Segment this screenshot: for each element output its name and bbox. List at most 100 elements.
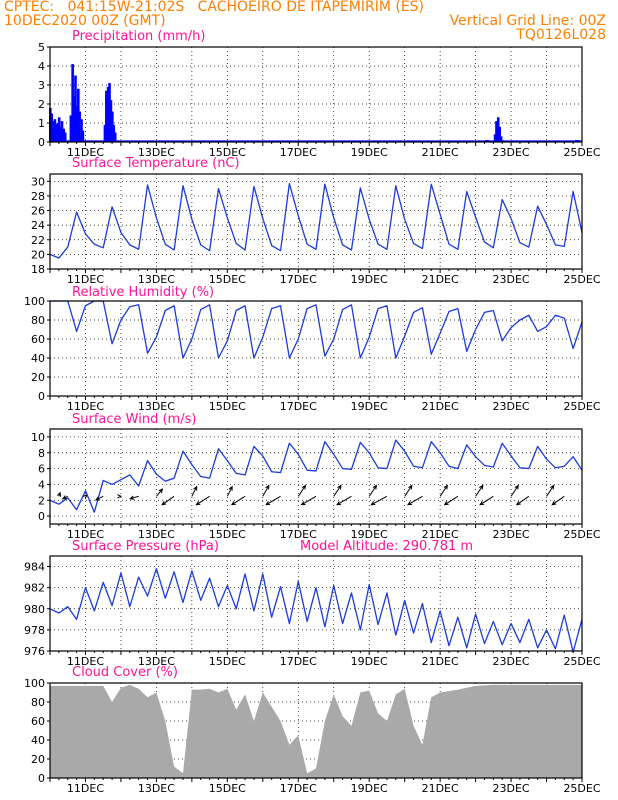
wind-vector-head [195,501,201,506]
precip-ytick-label: 5 [38,41,45,54]
cloud-title: Cloud Cover (%) [72,665,178,680]
wind-xtick-label: 11DEC [67,528,104,541]
pres-ytick-label: 984 [24,561,45,574]
wind-vector-head [158,488,164,494]
temp-ytick-label: 22 [31,234,45,247]
pres-frame [49,555,583,652]
wind-xtick-label: 19DEC [351,528,388,541]
precip-bar [78,111,82,142]
temp-xtick-label: 11DEC [67,273,104,286]
cloud-xtick-label: 15DEC [209,782,246,795]
wind-vector-head [515,500,521,506]
precip-xtick-label: 25DEC [563,146,600,159]
wind-vector [516,495,530,506]
cloud-xtick-label: 23DEC [493,782,530,795]
wind-vector [404,485,413,497]
precip-ytick-label: 2 [38,98,45,111]
precip-title: Precipitation (mm/h) [72,29,206,44]
precip-bar [57,117,61,142]
precip-bar [495,121,498,142]
precip-bar [50,113,54,142]
precip-xtick-label: 21DEC [422,146,459,159]
precip-bar [69,115,73,142]
wind-xtick-label: 21DEC [422,528,459,541]
wind-vector-head [300,501,306,506]
wind-vector [161,495,175,506]
wind-vector [551,495,565,506]
pres-ytick-label: 978 [24,624,45,637]
wind-vector-head [372,484,378,490]
wind-vector-head [161,500,167,506]
pres-xtick-label: 17DEC [280,655,317,668]
wind-vector-head [228,485,233,491]
wind-vector [196,495,210,506]
wind-vector-head [443,484,448,490]
rh-xtick-label: 11DEC [67,400,104,413]
wind-vector-head [514,484,519,490]
precip-xtick-label: 11DEC [67,146,104,159]
temp-xtick-label: 15DEC [209,273,246,286]
temp-title: Surface Temperature (nC) [72,156,240,171]
precip-bar [56,123,60,142]
pres-xtick-label: 11DEC [67,655,104,668]
wind-vector-head [265,484,270,490]
pres-xtick-label: 23DEC [493,655,530,668]
pres-xtick-label: 21DEC [422,655,459,668]
wind-vector-head [230,501,236,506]
pres-xtick-label: 19DEC [351,655,388,668]
precip-bar [53,119,57,142]
rh-xtick-label: 17DEC [280,400,317,413]
precip-bar [63,132,67,142]
wind-vector-head [551,500,557,506]
wind-vector [546,485,555,497]
wind-vector-head [336,501,342,506]
wind-vector [510,485,519,497]
pres-line [49,568,583,653]
precip-xtick-label: 19DEC [351,146,388,159]
precip-xtick-label: 17DEC [280,146,317,159]
pres-ytick-label: 976 [24,645,45,658]
wind-xtick-label: 15DEC [209,528,246,541]
header-grid-line: Vertical Grid Line: 00Z [449,13,606,29]
cloud-area [50,684,582,778]
precip-bar [108,83,111,142]
wind-ytick-label: 6 [38,463,45,476]
rh-title: Relative Humidity (%) [72,285,215,300]
wind-vector [95,495,104,501]
temp-frame [49,173,583,270]
header-model-id: TQ0126L028 [516,27,606,43]
wind-vector-head [56,491,62,497]
temp-xtick-label: 13DEC [138,273,175,286]
cloud-ytick-label: 100 [24,677,45,690]
wind-vector [191,486,198,497]
pres-xtick-label: 13DEC [138,655,175,668]
cloud-ytick-label: 80 [31,696,45,709]
wind-vector [130,495,139,500]
wind-vector-head [301,484,307,490]
pres-ytick-label: 982 [24,582,45,595]
precip-bar [112,124,116,142]
wind-vector [226,486,233,497]
precip-bar [59,126,62,142]
precip-ytick-label: 4 [38,60,45,73]
pres-title: Surface Pressure (hPa) [72,539,219,554]
precip-bar [109,100,113,142]
precip-bar [496,117,500,142]
wind-vector [336,495,352,506]
cloud-ytick-label: 40 [31,734,45,747]
rh-xtick-label: 25DEC [563,400,600,413]
temp-xtick-label: 21DEC [422,273,459,286]
precip-frame [49,46,583,143]
temp-ytick-label: 30 [31,175,45,188]
precip-bar [498,126,501,142]
wind-vector [262,485,270,497]
wind-vector-head [407,501,413,506]
wind-title: Surface Wind (m/s) [72,412,197,427]
wind-ytick-label: 2 [38,494,45,507]
precip-xtick-label: 23DEC [493,146,530,159]
precip-ytick-label: 0 [38,136,45,149]
wind-ytick-label: 8 [38,447,45,460]
wind-vector-head [337,484,342,490]
precip-bar [81,130,85,142]
wind-xtick-label: 25DEC [563,528,600,541]
